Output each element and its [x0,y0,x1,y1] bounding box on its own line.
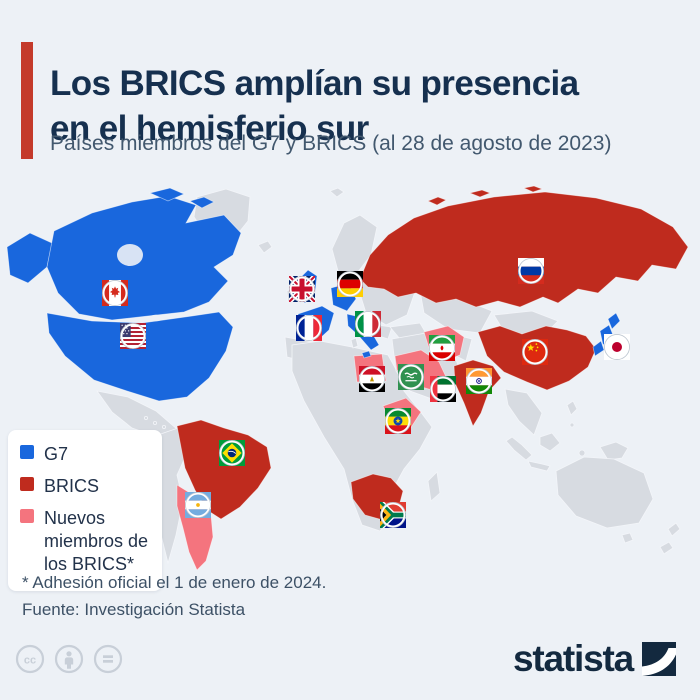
svg-text:cc: cc [24,655,36,667]
country-australia [555,456,654,529]
source-line: Fuente: Investigación Statista [22,600,246,619]
country-russia [359,191,689,308]
country-japan [607,312,621,330]
country-usa [46,311,234,402]
country-germany [330,282,357,312]
statista-logo-mark [642,642,676,676]
cc-icon[interactable]: cc [15,644,45,674]
legend-item-brics: BRICS [20,475,150,498]
footnote-asterisk: * Adhesión oficial el 1 de enero de 2024… [22,573,327,592]
footnotes: * Adhesión oficial el 1 de enero de 2024… [22,569,326,623]
country-egypt [353,353,387,383]
legend-swatch-brics [20,477,34,491]
country-usa-alaska [6,232,53,284]
legend-item-g7: G7 [20,443,150,466]
subtitle: Países miembros del G7 y BRICS (al 28 de… [50,132,612,155]
accent-bar [21,42,33,159]
country-uk [295,269,318,304]
title-line-1: Los BRICS amplían su presencia [50,64,579,104]
legend: G7 BRICS Nuevos miembros de los BRICS* [8,430,162,591]
attribution-icon[interactable] [54,644,84,674]
statista-logo[interactable]: statista [513,638,676,680]
country-india [453,359,502,427]
world-map [0,185,700,575]
page-title: Los BRICS amplían su presencia en el hem… [50,61,690,151]
license-row: cc [15,644,123,674]
world-map-svg [6,185,689,571]
title-line-2: en el hemisferio sur [50,109,369,149]
equal-icon[interactable] [93,644,123,674]
legend-swatch-nuevos [20,509,34,523]
legend-item-nuevos: Nuevos miembros de los BRICS* [20,507,150,576]
africa [291,340,433,532]
legend-swatch-g7 [20,445,34,459]
statista-wordmark: statista [513,638,634,679]
legend-label-g7: G7 [44,444,69,464]
legend-label-brics: BRICS [44,476,100,496]
country-france [297,305,335,342]
legend-label-nuevos: Nuevos miembros de los BRICS* [44,508,149,574]
